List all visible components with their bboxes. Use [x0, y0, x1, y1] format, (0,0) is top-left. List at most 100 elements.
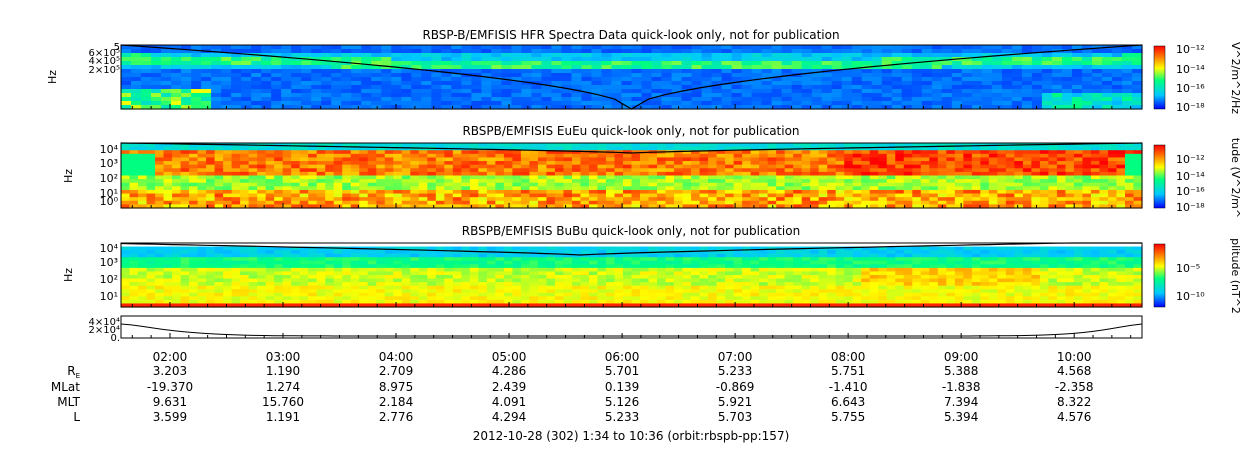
eueu-cell: [988, 193, 998, 198]
bubu-cell: [410, 243, 420, 248]
eueu-cell: [912, 186, 922, 191]
bubu-cell: [946, 257, 956, 262]
eueu-cell: [265, 150, 275, 155]
bubu-cell: [333, 257, 343, 262]
eueu-cell: [444, 175, 454, 180]
panel-eueu-plot: [120, 142, 1143, 209]
hfr-cell: [751, 97, 763, 102]
hfr-cell: [141, 65, 152, 70]
bubu-cell: [971, 267, 981, 273]
eueu-cell: [835, 168, 845, 173]
eueu-cell: [155, 189, 165, 195]
eueu-cell: [444, 157, 454, 162]
bubu-cell: [274, 250, 284, 255]
hfr-cell: [121, 85, 132, 90]
hfr-cell: [201, 89, 212, 94]
hfr-cell: [741, 93, 753, 98]
eueu-cell: [452, 189, 462, 195]
eueu-cell: [861, 204, 871, 209]
eueu-cell: [503, 197, 513, 202]
bubu-cell: [640, 257, 650, 262]
bubu-cell: [172, 253, 182, 258]
eueu-cell: [478, 182, 488, 187]
hfr-cell: [191, 73, 202, 78]
bubu-cell: [997, 260, 1007, 265]
eueu-cell: [231, 153, 241, 159]
eueu-cell: [767, 193, 777, 198]
bubu-cell: [852, 271, 862, 276]
hfr-cell: [671, 97, 683, 102]
eueu-cell: [725, 146, 735, 151]
eueu-cell: [393, 186, 403, 191]
hfr-cell: [491, 101, 502, 106]
hfr-cell: [661, 73, 673, 78]
eueu-cell: [537, 157, 548, 162]
eueu-cell: [776, 175, 786, 180]
eueu-cell: [1082, 189, 1092, 195]
bubu-cell: [750, 271, 760, 276]
hfr-cell: [181, 49, 192, 54]
eueu-cell: [759, 189, 769, 195]
bubu-cell: [827, 267, 837, 273]
hfr-cell: [571, 77, 583, 82]
hfr-cell: [271, 53, 282, 58]
bubu-cell: [580, 253, 590, 258]
bubu-cell: [691, 253, 701, 258]
eueu-cell: [486, 182, 496, 187]
hfr-cell: [211, 57, 222, 62]
bubu-cell: [1124, 253, 1135, 258]
eueu-cell: [257, 189, 267, 195]
eueu-cell: [954, 143, 964, 148]
hfr-cell: [251, 105, 262, 110]
hfr-cell: [1091, 85, 1103, 90]
eueu-cell: [665, 175, 675, 180]
hfr-cell: [571, 53, 583, 58]
bubu-cell: [1031, 250, 1041, 255]
eueu-cell: [869, 161, 879, 166]
hfr-cell: [1121, 81, 1133, 86]
eueu-cell: [801, 175, 811, 180]
hfr-cell: [581, 61, 593, 66]
eueu-cell: [359, 168, 369, 173]
bubu-cell: [605, 260, 616, 265]
bubu-cell: [997, 267, 1007, 273]
bubu-cell: [682, 267, 692, 273]
eueu-cell: [835, 193, 845, 198]
eueu-cell: [980, 204, 990, 209]
eueu-cell: [231, 189, 241, 195]
eueu-cell: [325, 179, 335, 184]
eueu-cell: [512, 200, 522, 205]
eueu-cell: [767, 143, 777, 148]
bubu-cell: [640, 275, 650, 280]
hfr-cell: [721, 101, 733, 106]
eueu-cell: [835, 197, 845, 202]
eueu-cell: [163, 200, 173, 205]
eueu-cell: [827, 186, 837, 191]
bubu-cell: [1099, 246, 1109, 251]
eueu-cell: [393, 168, 403, 173]
hfr-cell: [831, 97, 843, 102]
bubu-cell: [920, 246, 930, 251]
bubu-cell: [503, 260, 513, 265]
hfr-cell: [771, 85, 783, 90]
eueu-cell: [138, 168, 148, 173]
hfr-cell: [141, 73, 152, 78]
bubu-cell: [793, 267, 803, 273]
eueu-cell: [257, 157, 267, 162]
bubu-cell: [325, 257, 335, 262]
hfr-cell: [1041, 57, 1053, 62]
eueu-cell: [418, 193, 428, 198]
eueu-cell: [257, 164, 267, 169]
hfr-cell: [631, 97, 643, 102]
eueu-cell: [725, 164, 735, 169]
eueu-cell: [206, 153, 216, 159]
eueu-cell: [291, 182, 301, 187]
eueu-cell: [742, 157, 752, 162]
eueu-cell: [648, 197, 658, 202]
hfr-cell: [901, 77, 913, 82]
eueu-cell: [563, 157, 573, 162]
hfr-cell: [591, 105, 603, 110]
eueu-cell: [903, 189, 913, 195]
bubu-cell: [963, 264, 973, 269]
bubu-cell: [631, 264, 641, 269]
